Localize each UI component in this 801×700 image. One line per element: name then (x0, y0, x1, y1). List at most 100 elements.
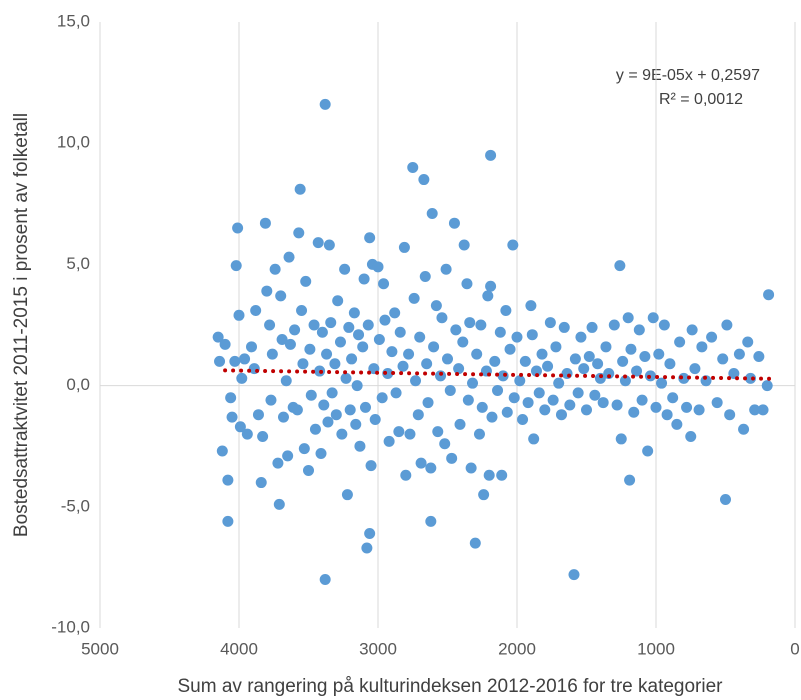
point (309, 423, 321, 435)
point (257, 431, 269, 443)
point (246, 341, 258, 353)
point (511, 331, 523, 343)
point (362, 319, 374, 331)
point (410, 375, 422, 387)
point (671, 418, 683, 430)
point (578, 363, 590, 375)
point (624, 474, 636, 486)
point (457, 336, 469, 348)
point (583, 351, 595, 363)
point (239, 353, 251, 365)
point (689, 363, 701, 375)
point (471, 348, 483, 360)
point (653, 348, 665, 360)
trendline (223, 368, 772, 381)
point (330, 409, 342, 421)
point (332, 295, 344, 307)
point (617, 355, 629, 367)
point (432, 426, 444, 438)
point (444, 384, 456, 396)
point (365, 460, 377, 472)
point (308, 319, 320, 331)
x-axis-title: Sum av rangering på kulturindeksen 2012-… (178, 676, 724, 697)
point (321, 348, 333, 360)
point (389, 307, 401, 319)
point (226, 411, 238, 423)
x-tick-label: 1000 (637, 639, 675, 658)
point (400, 469, 412, 481)
point (325, 317, 337, 329)
point (486, 411, 498, 423)
point (555, 409, 567, 421)
point (724, 409, 736, 421)
point (212, 331, 224, 343)
point (542, 360, 554, 372)
point (435, 370, 447, 382)
point (553, 377, 565, 389)
point (658, 319, 670, 331)
point (265, 394, 277, 406)
point (528, 433, 540, 445)
point (219, 338, 231, 350)
point (415, 457, 427, 469)
point (614, 260, 626, 272)
point (693, 404, 705, 416)
y-tick-label: 10,0 (57, 133, 90, 152)
x-tick-label: 0 (790, 639, 799, 658)
point (230, 260, 242, 272)
point (393, 426, 405, 438)
point (681, 401, 693, 413)
point (572, 387, 584, 399)
point (277, 411, 289, 423)
point (329, 358, 341, 370)
point (261, 285, 273, 297)
point (421, 358, 433, 370)
point (369, 414, 381, 426)
point (581, 404, 592, 416)
point (425, 462, 437, 474)
point (492, 384, 504, 396)
point (241, 428, 253, 440)
point (519, 355, 531, 367)
point (664, 358, 676, 370)
point (622, 312, 634, 324)
point (425, 515, 437, 527)
point (280, 375, 292, 387)
point (603, 367, 615, 379)
point (446, 452, 458, 464)
point (398, 241, 410, 253)
point (558, 321, 570, 333)
point (483, 469, 495, 481)
point (343, 321, 355, 333)
point (439, 438, 451, 450)
point (298, 443, 310, 455)
point (525, 300, 537, 312)
point (526, 329, 538, 341)
point (500, 304, 512, 316)
point (615, 433, 627, 445)
point (561, 367, 573, 379)
point (264, 319, 276, 331)
point (485, 149, 497, 161)
point (426, 207, 438, 219)
point (350, 418, 362, 430)
point (376, 392, 388, 404)
point (414, 331, 426, 343)
x-tick-label: 4000 (220, 639, 258, 658)
point (514, 375, 526, 387)
point (440, 263, 452, 275)
point (522, 397, 534, 409)
point (497, 370, 509, 382)
point (536, 348, 548, 360)
point (642, 445, 654, 457)
point (711, 397, 723, 409)
point (233, 309, 245, 321)
point (454, 418, 466, 430)
point (482, 290, 494, 302)
point (312, 237, 324, 249)
point (234, 421, 246, 433)
point (464, 317, 476, 329)
point (539, 404, 551, 416)
point (252, 409, 264, 421)
